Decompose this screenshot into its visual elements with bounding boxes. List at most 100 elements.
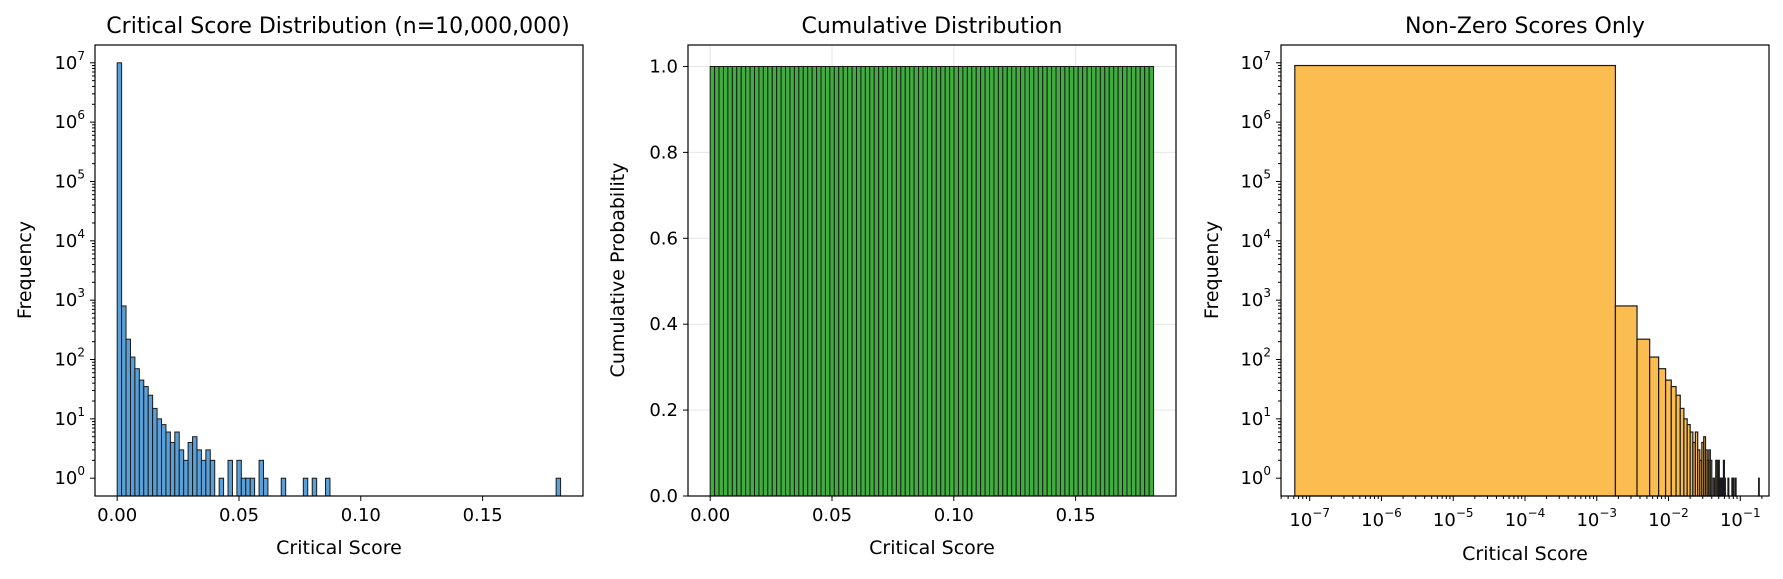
histogram-bar	[209, 459, 216, 497]
cumulative-bar	[802, 65, 809, 497]
histogram-bar	[302, 477, 309, 497]
cumulative-bar	[824, 65, 831, 497]
nonzero-bar	[1709, 459, 1713, 497]
cumulative-bar	[1099, 65, 1106, 497]
cumulative-bar	[789, 65, 795, 497]
chart-title: Non-Zero Scores Only	[1405, 14, 1645, 39]
cumulative-bar	[1006, 65, 1013, 497]
nonzero-panel: Non-Zero Scores Only 10−7 10−6 10−5 10−4 10−…	[1201, 14, 1770, 565]
cumulative-bar	[829, 65, 835, 497]
nonzero-bar	[1636, 338, 1651, 497]
x-tick-label: 0.10	[341, 505, 381, 526]
histogram-bar	[138, 379, 145, 497]
cumulative-bar	[1148, 65, 1155, 497]
cumulative-bar	[904, 65, 911, 497]
histogram-bar	[129, 356, 136, 497]
histogram-bar	[161, 424, 167, 497]
cumulative-bar	[722, 65, 729, 497]
y-tick-label: 0.4	[649, 314, 678, 335]
x-tick-label: 0.15	[463, 505, 503, 526]
cumulative-bar	[1077, 65, 1084, 497]
cumulative-bar	[900, 65, 906, 497]
y-tick-label: 1.0	[649, 56, 678, 77]
cumulative-bar	[1028, 65, 1035, 497]
cumulative-bar	[847, 65, 853, 497]
nonzero-bar	[1715, 459, 1718, 497]
x-axis-label: Critical Score	[869, 537, 995, 559]
histogram-bar	[183, 459, 189, 497]
x-tick-label: 10−6	[1361, 506, 1402, 531]
cumulative-bar	[1126, 65, 1132, 497]
cumulative-bar	[1068, 65, 1075, 497]
histogram-bar	[143, 386, 149, 497]
cumulative-bar	[718, 65, 724, 497]
cumulative-bar	[1046, 65, 1053, 497]
nonzero-bar	[1649, 356, 1660, 497]
cumulative-bar	[918, 65, 924, 497]
cumulative-bars	[709, 65, 1155, 497]
cumulative-bar	[887, 65, 893, 497]
cumulative-bar	[1113, 65, 1119, 497]
cumulative-bar	[953, 65, 959, 497]
cumulative-bar	[926, 65, 933, 497]
cumulative-bar	[935, 65, 942, 497]
x-tick-label: 0.15	[1056, 505, 1096, 526]
cumulative-bar	[842, 65, 849, 497]
cumulative-bar	[1024, 65, 1030, 497]
cumulative-bar	[807, 65, 813, 497]
y-tick-label: 0.0	[649, 486, 678, 507]
cumulative-bar	[949, 65, 955, 497]
nonzero-bar	[1727, 477, 1730, 497]
nonzero-bar	[1758, 477, 1760, 497]
cumulative-bar	[873, 65, 880, 497]
y-tick-label: 0.8	[649, 142, 678, 163]
cumulative-bar	[855, 65, 862, 497]
cumulative-bar	[922, 65, 928, 497]
cumulative-bar	[895, 65, 902, 497]
cumulative-bar	[869, 65, 875, 497]
nonzero-bar	[1670, 385, 1677, 497]
cumulative-bar	[736, 65, 742, 497]
histogram-bar	[187, 441, 194, 497]
cumulative-bar	[776, 65, 782, 497]
x-tick-label: 0.05	[812, 505, 852, 526]
nonzero-bars	[1294, 64, 1760, 497]
x-tick-label: 0.10	[934, 505, 974, 526]
cumulative-bar	[1095, 65, 1101, 497]
y-tick-label: 0.6	[649, 228, 678, 249]
cumulative-bar	[1135, 65, 1141, 497]
y-tick-label: 103	[54, 286, 85, 311]
cumulative-bar	[1104, 65, 1110, 497]
y-tick-label: 107	[1240, 49, 1271, 74]
y-tick-label: 104	[54, 227, 85, 252]
cumulative-bar	[989, 65, 995, 497]
nonzero-bar	[1732, 477, 1735, 497]
cumulative-bar	[1144, 65, 1150, 497]
cumulative-bar	[957, 65, 964, 497]
y-tick-label: 106	[1240, 108, 1271, 133]
cumulative-bar	[975, 65, 982, 497]
cumulative-bar	[749, 65, 756, 497]
cumulative-bar	[771, 65, 778, 497]
x-tick-label: 0.05	[219, 505, 259, 526]
y-tick-label: 105	[1240, 167, 1271, 192]
cumulative-bar	[997, 65, 1004, 497]
histogram-bar	[116, 62, 123, 497]
cumulative-bar	[1108, 65, 1115, 497]
nonzero-bar	[1712, 477, 1716, 497]
histogram-bar	[245, 477, 251, 497]
nonzero-bar	[1614, 305, 1638, 497]
nonzero-bar	[1731, 477, 1734, 497]
cumulative-bar	[709, 65, 716, 497]
cumulative-bar	[767, 65, 773, 497]
cumulative-bar	[1086, 65, 1093, 497]
cumulative-bar	[878, 65, 884, 497]
cumulative-bar	[851, 65, 857, 497]
x-tick-label: 10−5	[1433, 506, 1474, 531]
histogram-bar	[121, 305, 127, 497]
cumulative-bar	[962, 65, 968, 497]
histogram-bar	[156, 418, 163, 497]
histogram-bar	[262, 477, 269, 497]
nonzero-bar	[1734, 477, 1737, 497]
